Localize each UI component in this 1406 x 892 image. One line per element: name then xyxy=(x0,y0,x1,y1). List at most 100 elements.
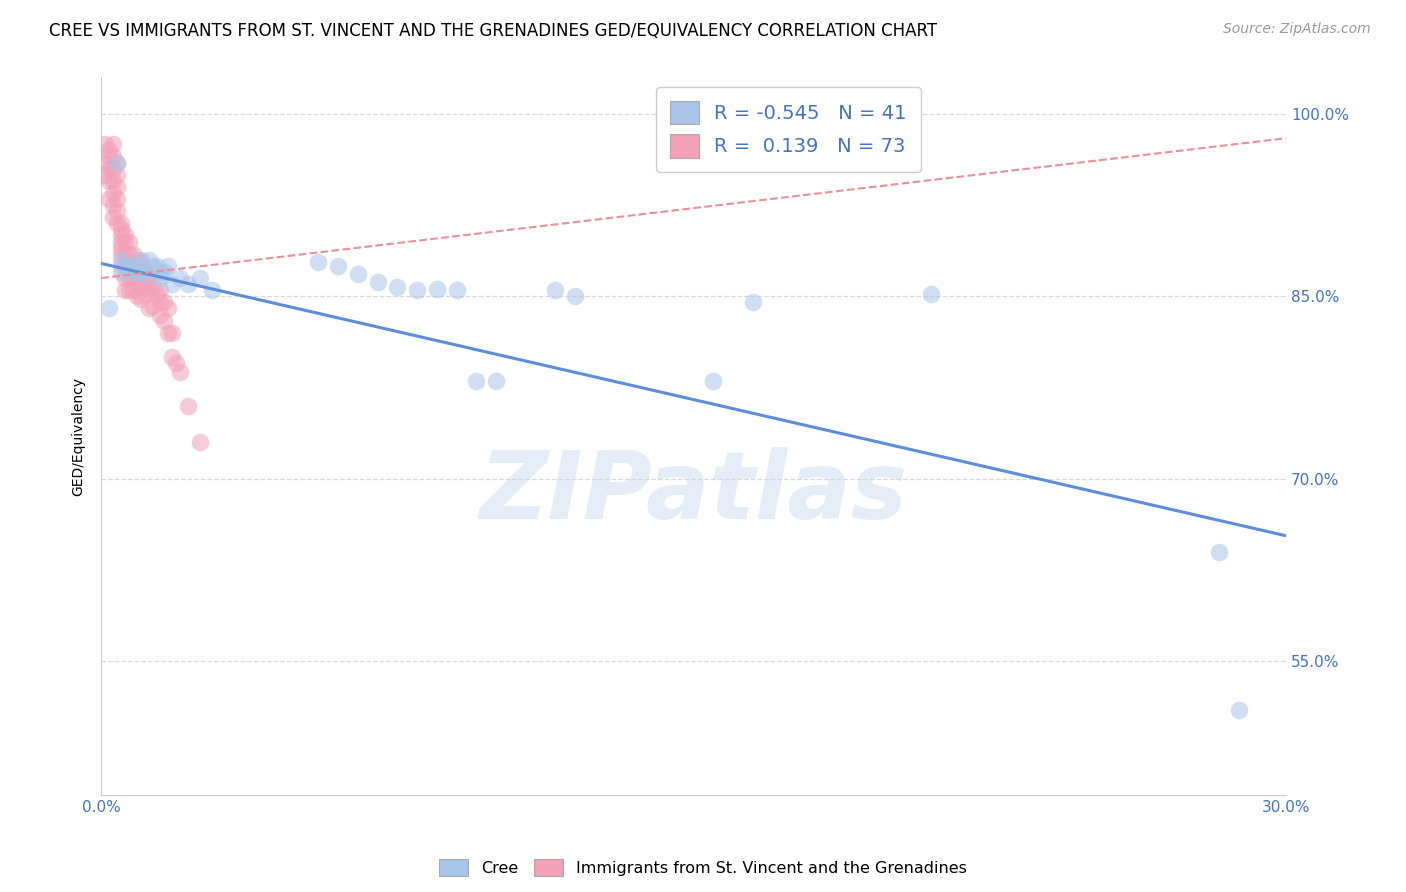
Point xyxy=(101,149,124,163)
Point xyxy=(153,313,176,327)
Point xyxy=(121,283,143,297)
Point xyxy=(94,155,117,169)
Point xyxy=(110,222,132,236)
Point xyxy=(307,255,329,269)
Point xyxy=(114,271,136,285)
Point xyxy=(121,259,143,273)
Point xyxy=(105,192,128,206)
Point xyxy=(121,259,143,273)
Point xyxy=(98,174,121,188)
Point xyxy=(138,283,160,297)
Point xyxy=(1227,703,1250,717)
Point xyxy=(118,259,141,273)
Point xyxy=(134,262,156,277)
Point xyxy=(118,271,141,285)
Point xyxy=(149,271,172,285)
Point xyxy=(1208,544,1230,558)
Point xyxy=(145,286,167,301)
Point xyxy=(121,246,143,260)
Point xyxy=(98,161,121,176)
Point xyxy=(101,137,124,152)
Point xyxy=(544,283,567,297)
Point xyxy=(153,265,176,279)
Point xyxy=(101,211,124,225)
Point xyxy=(98,192,121,206)
Point xyxy=(149,308,172,322)
Point xyxy=(110,265,132,279)
Point xyxy=(129,255,152,269)
Point xyxy=(105,155,128,169)
Point xyxy=(105,155,128,169)
Point xyxy=(142,259,165,273)
Point xyxy=(121,271,143,285)
Point xyxy=(188,271,211,285)
Point xyxy=(125,265,148,279)
Point xyxy=(98,149,121,163)
Point xyxy=(98,144,121,158)
Point xyxy=(101,186,124,200)
Point xyxy=(177,277,200,292)
Point xyxy=(129,265,152,279)
Point xyxy=(145,259,167,273)
Point xyxy=(101,174,124,188)
Point xyxy=(101,198,124,212)
Point xyxy=(98,301,121,316)
Point xyxy=(129,292,152,306)
Point xyxy=(105,216,128,230)
Point xyxy=(105,168,128,182)
Point xyxy=(328,259,350,273)
Point xyxy=(125,265,148,279)
Point xyxy=(101,161,124,176)
Point xyxy=(138,252,160,267)
Point xyxy=(169,365,191,379)
Point xyxy=(118,259,141,273)
Point xyxy=(149,295,172,310)
Point xyxy=(406,283,429,297)
Point xyxy=(110,241,132,255)
Point xyxy=(138,301,160,316)
Point xyxy=(149,265,172,279)
Point xyxy=(162,326,184,340)
Point xyxy=(114,228,136,243)
Text: ZIPatlas: ZIPatlas xyxy=(479,448,908,540)
Point xyxy=(702,375,724,389)
Point xyxy=(134,286,156,301)
Point xyxy=(157,301,180,316)
Point xyxy=(125,252,148,267)
Point xyxy=(129,268,152,282)
Point xyxy=(485,375,508,389)
Point xyxy=(201,283,224,297)
Point xyxy=(162,350,184,364)
Point xyxy=(114,235,136,249)
Point xyxy=(157,259,180,273)
Point xyxy=(110,259,132,273)
Text: Source: ZipAtlas.com: Source: ZipAtlas.com xyxy=(1223,22,1371,37)
Point xyxy=(129,279,152,293)
Y-axis label: GED/Equivalency: GED/Equivalency xyxy=(72,376,86,496)
Point xyxy=(149,283,172,297)
Point xyxy=(347,268,370,282)
Point xyxy=(165,356,187,370)
Point xyxy=(142,279,165,293)
Point xyxy=(118,283,141,297)
Point xyxy=(169,271,191,285)
Point xyxy=(105,204,128,219)
Point xyxy=(426,282,449,296)
Point xyxy=(114,283,136,297)
Point xyxy=(446,283,468,297)
Point xyxy=(94,137,117,152)
Point xyxy=(741,295,763,310)
Point xyxy=(134,275,156,289)
Point xyxy=(110,252,132,267)
Point xyxy=(110,216,132,230)
Point xyxy=(110,235,132,249)
Point xyxy=(157,326,180,340)
Point xyxy=(114,259,136,273)
Legend: Cree, Immigrants from St. Vincent and the Grenadines: Cree, Immigrants from St. Vincent and th… xyxy=(432,852,974,884)
Point xyxy=(125,289,148,303)
Point xyxy=(105,179,128,194)
Legend: R = -0.545   N = 41, R =  0.139   N = 73: R = -0.545 N = 41, R = 0.139 N = 73 xyxy=(657,87,921,171)
Point xyxy=(125,277,148,292)
Point xyxy=(564,289,586,303)
Point xyxy=(134,268,156,282)
